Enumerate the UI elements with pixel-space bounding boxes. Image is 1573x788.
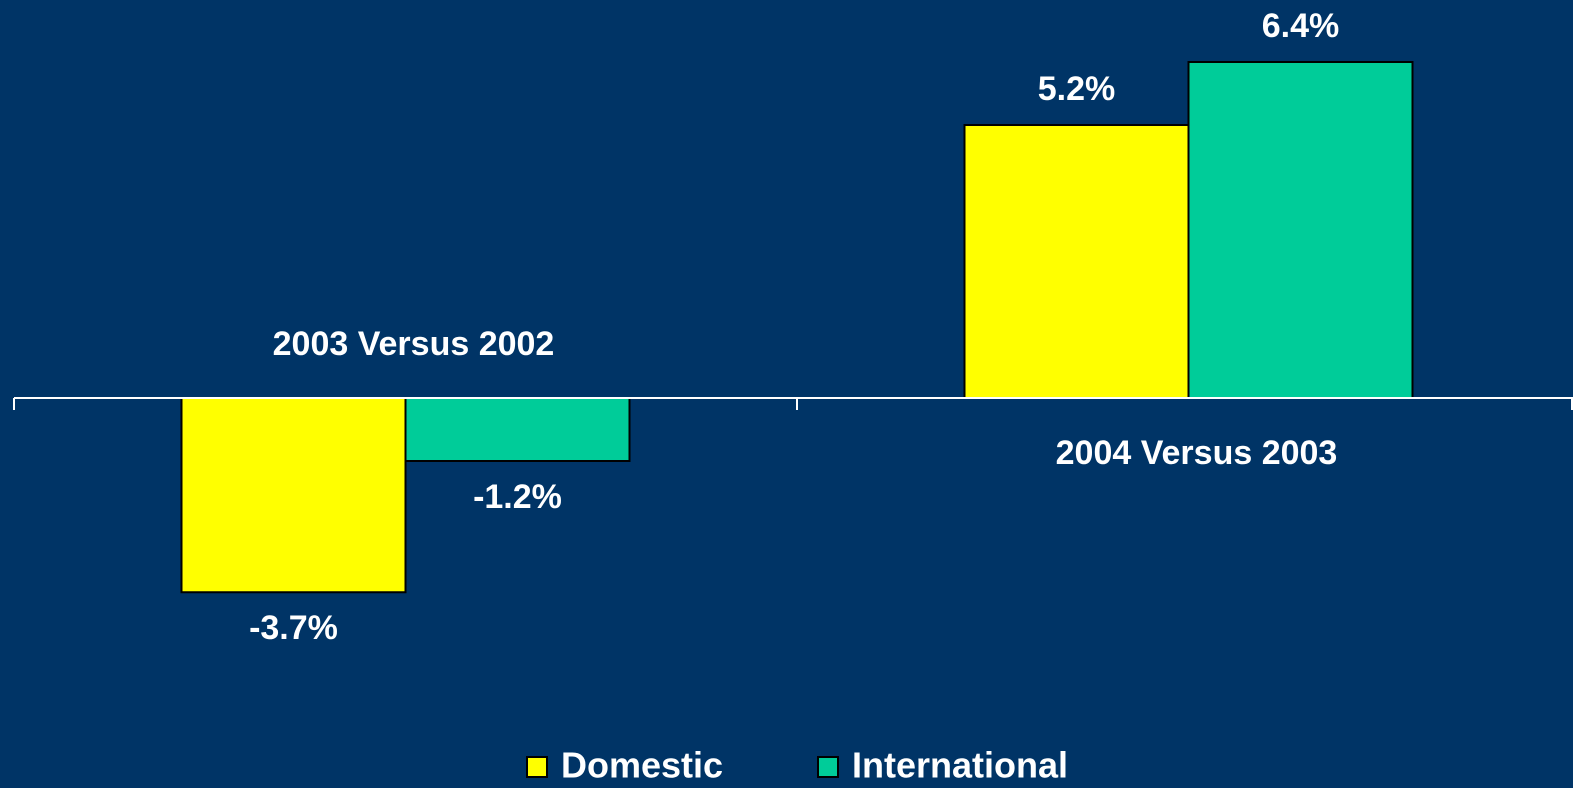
legend-label: International [852,745,1068,786]
legend-label: Domestic [561,745,723,786]
category-label: 2004 Versus 2003 [1056,434,1338,472]
bar [404,397,631,462]
value-label: 5.2% [1038,70,1116,108]
bar [963,124,1190,399]
category-label: 2003 Versus 2002 [273,325,555,363]
value-label: -3.7% [249,609,338,647]
value-label: -1.2% [473,478,562,516]
bar [1187,61,1414,399]
legend-swatch [817,756,839,778]
legend-swatch [526,756,548,778]
bar [180,397,407,594]
value-label: 6.4% [1262,7,1340,45]
